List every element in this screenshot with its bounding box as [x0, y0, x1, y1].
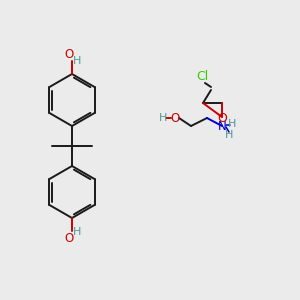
Text: H: H [73, 56, 81, 66]
Text: O: O [170, 112, 180, 124]
Text: H: H [228, 119, 236, 129]
Text: O: O [64, 47, 74, 61]
Text: O: O [64, 232, 74, 244]
Text: H: H [73, 227, 81, 237]
Text: H: H [225, 130, 233, 140]
Text: H: H [159, 113, 167, 123]
Text: N: N [218, 119, 226, 133]
Text: Cl: Cl [196, 70, 208, 83]
Text: O: O [217, 112, 227, 125]
